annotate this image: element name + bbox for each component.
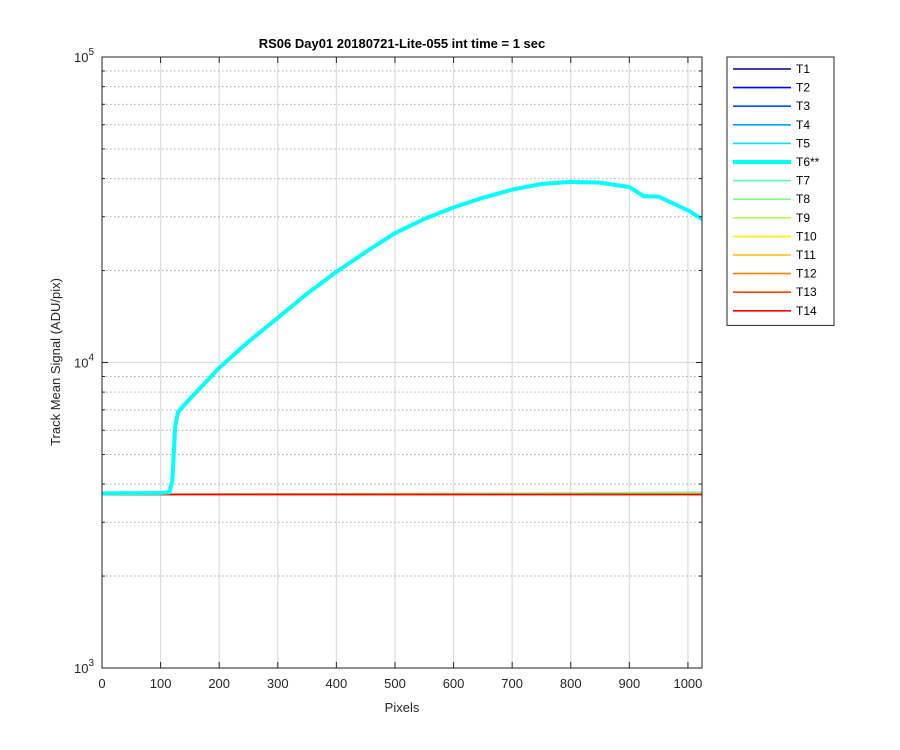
x-tick-label: 400 [326, 676, 348, 691]
legend-label: T5 [796, 136, 810, 150]
legend-label: T14 [796, 304, 817, 318]
legend-label: T10 [796, 229, 817, 243]
series-line-T6 [102, 179, 702, 496]
legend-label: T1 [796, 62, 810, 76]
x-tick-label: 600 [443, 676, 465, 691]
legend-label: T9 [796, 211, 810, 225]
series-group [102, 179, 702, 496]
y-tick-label: 104 [74, 353, 94, 371]
x-tick-label: 500 [384, 676, 406, 691]
legend-label: T13 [796, 285, 817, 299]
x-tick-label: 800 [560, 676, 582, 691]
legend-label: T12 [796, 267, 817, 281]
y-tick-label: 103 [74, 658, 94, 676]
legend-box [726, 56, 835, 326]
legend-label: T8 [796, 192, 810, 206]
chart-title: RS06 Day01 20180721-Lite-055 int time = … [259, 36, 546, 51]
y-axis-label: Track Mean Signal (ADU/pix) [48, 278, 63, 446]
legend-label: T4 [796, 118, 810, 132]
x-tick-label: 200 [208, 676, 230, 691]
x-tick-label: 300 [267, 676, 289, 691]
x-tick-label: 100 [150, 676, 172, 691]
x-tick-label: 900 [618, 676, 640, 691]
x-tick-label: 0 [98, 676, 105, 691]
legend: T1 T2 T3 T4 T5 T6** T7 T8 T9 T10 T11 T12 T13 T14 [726, 56, 835, 326]
legend-label: T11 [796, 248, 816, 262]
legend-label: T3 [796, 99, 810, 113]
x-axis-label: Pixels [385, 700, 420, 715]
plot-area: 0 100 200 300 400 500 600 700 800 900 1000 103 104 10… [74, 47, 703, 691]
legend-label: T6** [796, 155, 820, 169]
y-tick-label: 105 [74, 47, 94, 65]
legend-label: T2 [796, 81, 810, 95]
legend-label: T7 [796, 174, 810, 188]
x-tick-label: 1000 [673, 676, 702, 691]
x-tick-label: 700 [501, 676, 523, 691]
